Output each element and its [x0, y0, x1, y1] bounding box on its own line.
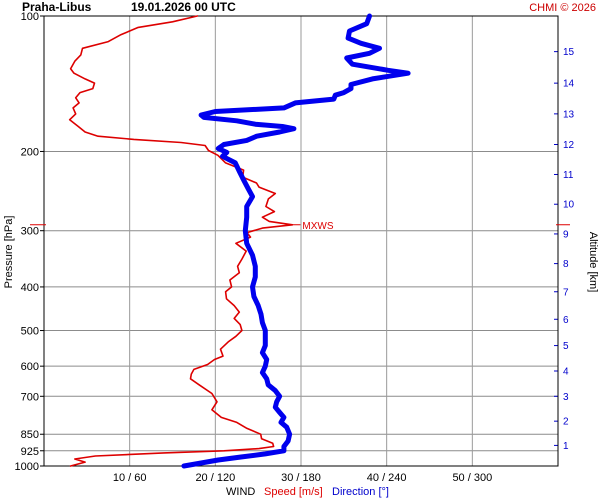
altitude-tick-label-3: 3 [563, 392, 569, 403]
altitude-tick-label-11: 11 [563, 170, 574, 181]
pressure-tick-label-300: 300 [21, 226, 39, 238]
altitude-tick-label-2: 2 [563, 417, 569, 428]
wind-tick-label-50: 50 / 300 [452, 472, 492, 484]
altitude-tick-label-1: 1 [563, 441, 569, 452]
altitude-tick-label-4: 4 [563, 366, 569, 377]
altitude-tick-label-12: 12 [563, 140, 575, 151]
altitude-tick-label-6: 6 [563, 315, 569, 326]
altitude-tick-label-15: 15 [563, 47, 575, 58]
pressure-tick-label-700: 700 [21, 391, 39, 403]
pressure-tick-label-200: 200 [21, 146, 39, 158]
wind-tick-label-30: 30 / 180 [281, 472, 321, 484]
direction-line [181, 13, 411, 469]
altitude-tick-label-13: 13 [563, 109, 575, 120]
altitude-tick-label-14: 14 [563, 79, 575, 90]
altitude-axis-label: Altitude [km] [587, 232, 599, 293]
pressure-tick-label-925: 925 [21, 446, 39, 458]
pressure-tick-label-600: 600 [21, 361, 39, 373]
wind-tick-label-40: 40 / 240 [367, 472, 407, 484]
wind-tick-label-10: 10 / 60 [113, 472, 147, 484]
wind-series [68, 13, 411, 469]
altitude-tick-label-9: 9 [563, 229, 569, 240]
pressure-tick-label-100: 100 [21, 11, 39, 23]
wind-tick-label-20: 20 / 120 [195, 472, 235, 484]
altitude-tick-label-5: 5 [563, 341, 569, 352]
altitude-tick-label-10: 10 [563, 200, 575, 211]
mxws-label: MXWS [302, 221, 333, 232]
speed-line [68, 15, 294, 467]
direction-label: Direction [°] [332, 486, 389, 498]
wind-tick-labels: 10 / 60 20 / 120 30 / 180 40 / 240 50 / 300 [113, 472, 492, 484]
pressure-grid [40, 15, 558, 467]
speed-label: Speed [m/s] [264, 486, 323, 498]
wind-label: WIND [226, 486, 255, 498]
pressure-tick-label-1000: 1000 [15, 461, 39, 473]
pressure-tick-label-850: 850 [21, 429, 39, 441]
altitude-tick-label-8: 8 [563, 259, 569, 270]
station-name: Praha-Libus [22, 0, 92, 14]
credit-label: CHMI © 2026 [529, 2, 596, 14]
wind-grid [129, 16, 473, 466]
pressure-tick-label-400: 400 [21, 282, 39, 294]
pressure-tick-labels: 100 200 300 400 500 600 700 850 925 1000 [15, 11, 39, 473]
plot-frame [43, 15, 559, 467]
altitude-tick-label-7: 7 [563, 287, 569, 298]
pressure-tick-label-500: 500 [21, 326, 39, 338]
pressure-axis-label: Pressure [hPa] [3, 216, 15, 289]
mxws-annotation: MXWS [30, 221, 570, 232]
sounding-datetime: 19.01.2026 00 UTC [131, 0, 236, 14]
